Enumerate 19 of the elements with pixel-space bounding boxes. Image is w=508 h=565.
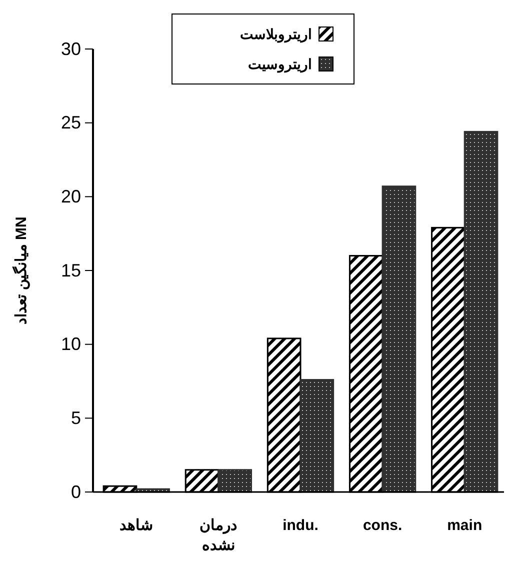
y-tick-label: 25 [60,112,81,133]
legend-label: اریتروسیت [248,56,312,73]
y-tick-label: 30 [60,38,81,59]
y-axis-title: میانگین تعداد MN [12,216,30,324]
y-tick-label: 20 [60,186,81,206]
y-tick-label: 0 [70,482,81,502]
legend-label: اریتروبلاست [240,26,312,43]
x-tick-label: cons. [362,517,402,534]
bar [218,469,252,493]
x-tick-label: درمان نشده [199,517,238,554]
bar [300,379,334,493]
y-tick-label: 5 [70,408,81,428]
bar [464,130,498,493]
bar [382,186,416,493]
y-tick-label: 15 [60,260,81,280]
x-tick-label: شاهد [119,517,154,534]
x-tick-label: main [447,517,482,534]
y-tick-label: 10 [60,334,81,354]
x-tick-label: indu. [282,517,318,534]
